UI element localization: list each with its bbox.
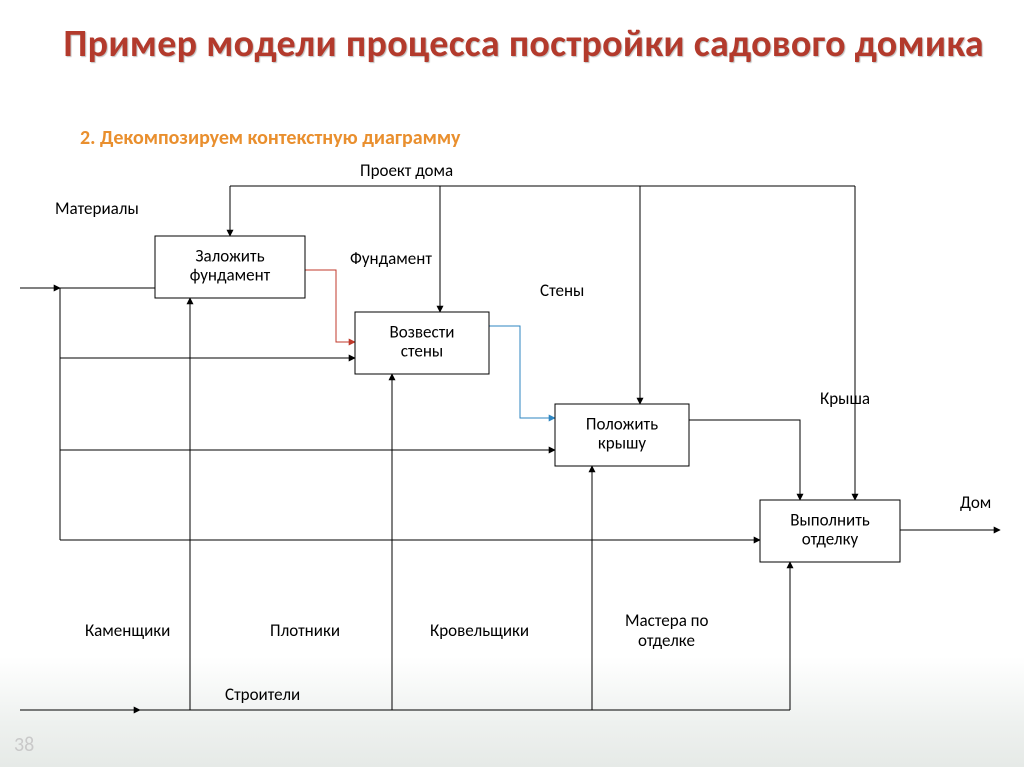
node-label: Положить: [586, 414, 658, 435]
node-n2: Возвестистены: [355, 312, 489, 374]
label-l_builders: Строители: [225, 684, 300, 705]
label-l_project: Проект дома: [360, 160, 453, 181]
label-l_finish2: отделке: [638, 630, 695, 651]
node-label: фундамент: [190, 265, 271, 286]
node-label: Выполнить: [790, 510, 870, 531]
slide-subtitle: 2. Декомпозируем контекстную диаграмму: [80, 126, 460, 150]
node-label: крышу: [598, 433, 647, 454]
idef0-diagram: Заложитьфундамент Возвестистены Положитькр…: [0, 0, 1024, 767]
node-n4: Выполнитьотделку: [760, 500, 900, 562]
label-l_walls: Стены: [540, 280, 584, 301]
edge-fund: [305, 270, 355, 342]
label-l_fund: Фундамент: [350, 248, 432, 269]
edge-roof: [689, 420, 800, 500]
edge-walls: [489, 326, 555, 418]
node-label: Возвести: [390, 322, 455, 343]
node-label: отделку: [802, 529, 859, 550]
node-label: Заложить: [195, 246, 264, 267]
label-l_mats: Материалы: [55, 198, 139, 219]
node-n3: Положитькрышу: [555, 404, 689, 466]
label-l_mason: Каменщики: [85, 620, 170, 641]
label-l_roof: Крыша: [820, 388, 870, 409]
label-l_house: Дом: [960, 492, 991, 513]
label-l_roofer: Кровельщики: [430, 620, 529, 641]
node-label: стены: [401, 341, 444, 362]
label-l_finish: Мастера по: [625, 610, 709, 631]
slide-title: Пример модели процесса постройки садовог…: [40, 24, 984, 65]
label-l_carp: Плотники: [270, 620, 340, 641]
slide-number: 38: [14, 733, 34, 757]
node-n1: Заложитьфундамент: [155, 236, 305, 298]
